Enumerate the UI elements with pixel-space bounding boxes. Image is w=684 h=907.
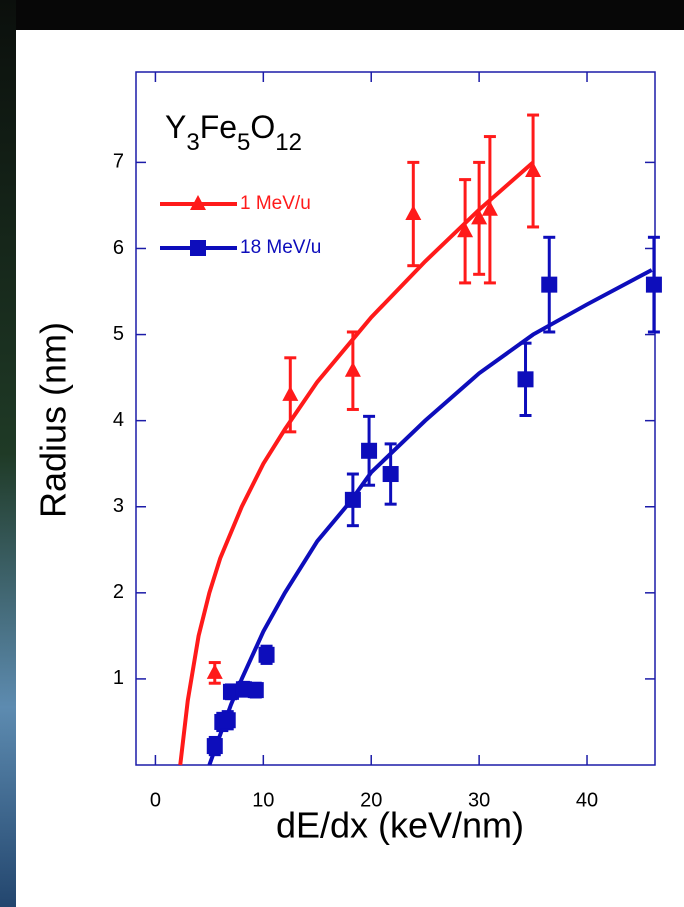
- marker: [206, 738, 223, 755]
- annotation-part: 3: [186, 129, 199, 156]
- x-tick-label: 20: [360, 789, 382, 811]
- marker: [525, 162, 542, 177]
- marker: [457, 222, 474, 238]
- fit-curve: [207, 268, 653, 766]
- annotation-part: 12: [275, 129, 302, 156]
- marker: [190, 195, 206, 210]
- marker: [219, 712, 236, 729]
- annotation-part: 5: [237, 129, 250, 156]
- annotation-part: O: [250, 109, 275, 145]
- annotation-part: Y: [165, 109, 186, 145]
- annotation: Y3Fe5O12: [165, 109, 302, 156]
- y-tick-label: 2: [113, 581, 124, 603]
- backdrop-left: [0, 0, 16, 907]
- marker: [517, 371, 534, 388]
- fit-curve: [178, 160, 535, 766]
- annotation-part: Fe: [200, 109, 237, 145]
- y-tick-label: 3: [113, 495, 124, 517]
- marker: [481, 200, 498, 216]
- x-tick-label: 40: [576, 789, 598, 811]
- marker: [247, 682, 264, 699]
- x-tick-label: 30: [468, 789, 490, 811]
- legend-label: 18 MeV/u: [240, 237, 321, 258]
- x-axis-title: dE/dx (keV/nm): [276, 805, 524, 846]
- marker: [344, 491, 361, 508]
- marker: [344, 361, 361, 377]
- marker: [190, 240, 206, 256]
- y-tick-label: 6: [113, 237, 124, 259]
- y-tick-label: 5: [113, 323, 124, 345]
- marker: [405, 205, 422, 221]
- y-tick-label: 7: [113, 151, 124, 173]
- marker: [541, 276, 558, 293]
- y-tick-label: 1: [113, 667, 124, 689]
- marker: [206, 663, 223, 679]
- y-axis-title: Radius (nm): [33, 322, 74, 518]
- backdrop-top: [0, 0, 684, 30]
- y-tick-label: 4: [113, 409, 124, 431]
- marker: [382, 466, 399, 483]
- legend-label: 1 MeV/u: [240, 193, 311, 214]
- marker: [282, 385, 299, 401]
- marker: [361, 442, 378, 459]
- marker: [222, 683, 239, 700]
- x-tick-label: 10: [252, 789, 274, 811]
- marker: [471, 209, 488, 225]
- x-tick-label: 0: [150, 789, 161, 811]
- plot-frame: [135, 71, 656, 766]
- marker: [645, 276, 662, 293]
- marker: [258, 646, 275, 663]
